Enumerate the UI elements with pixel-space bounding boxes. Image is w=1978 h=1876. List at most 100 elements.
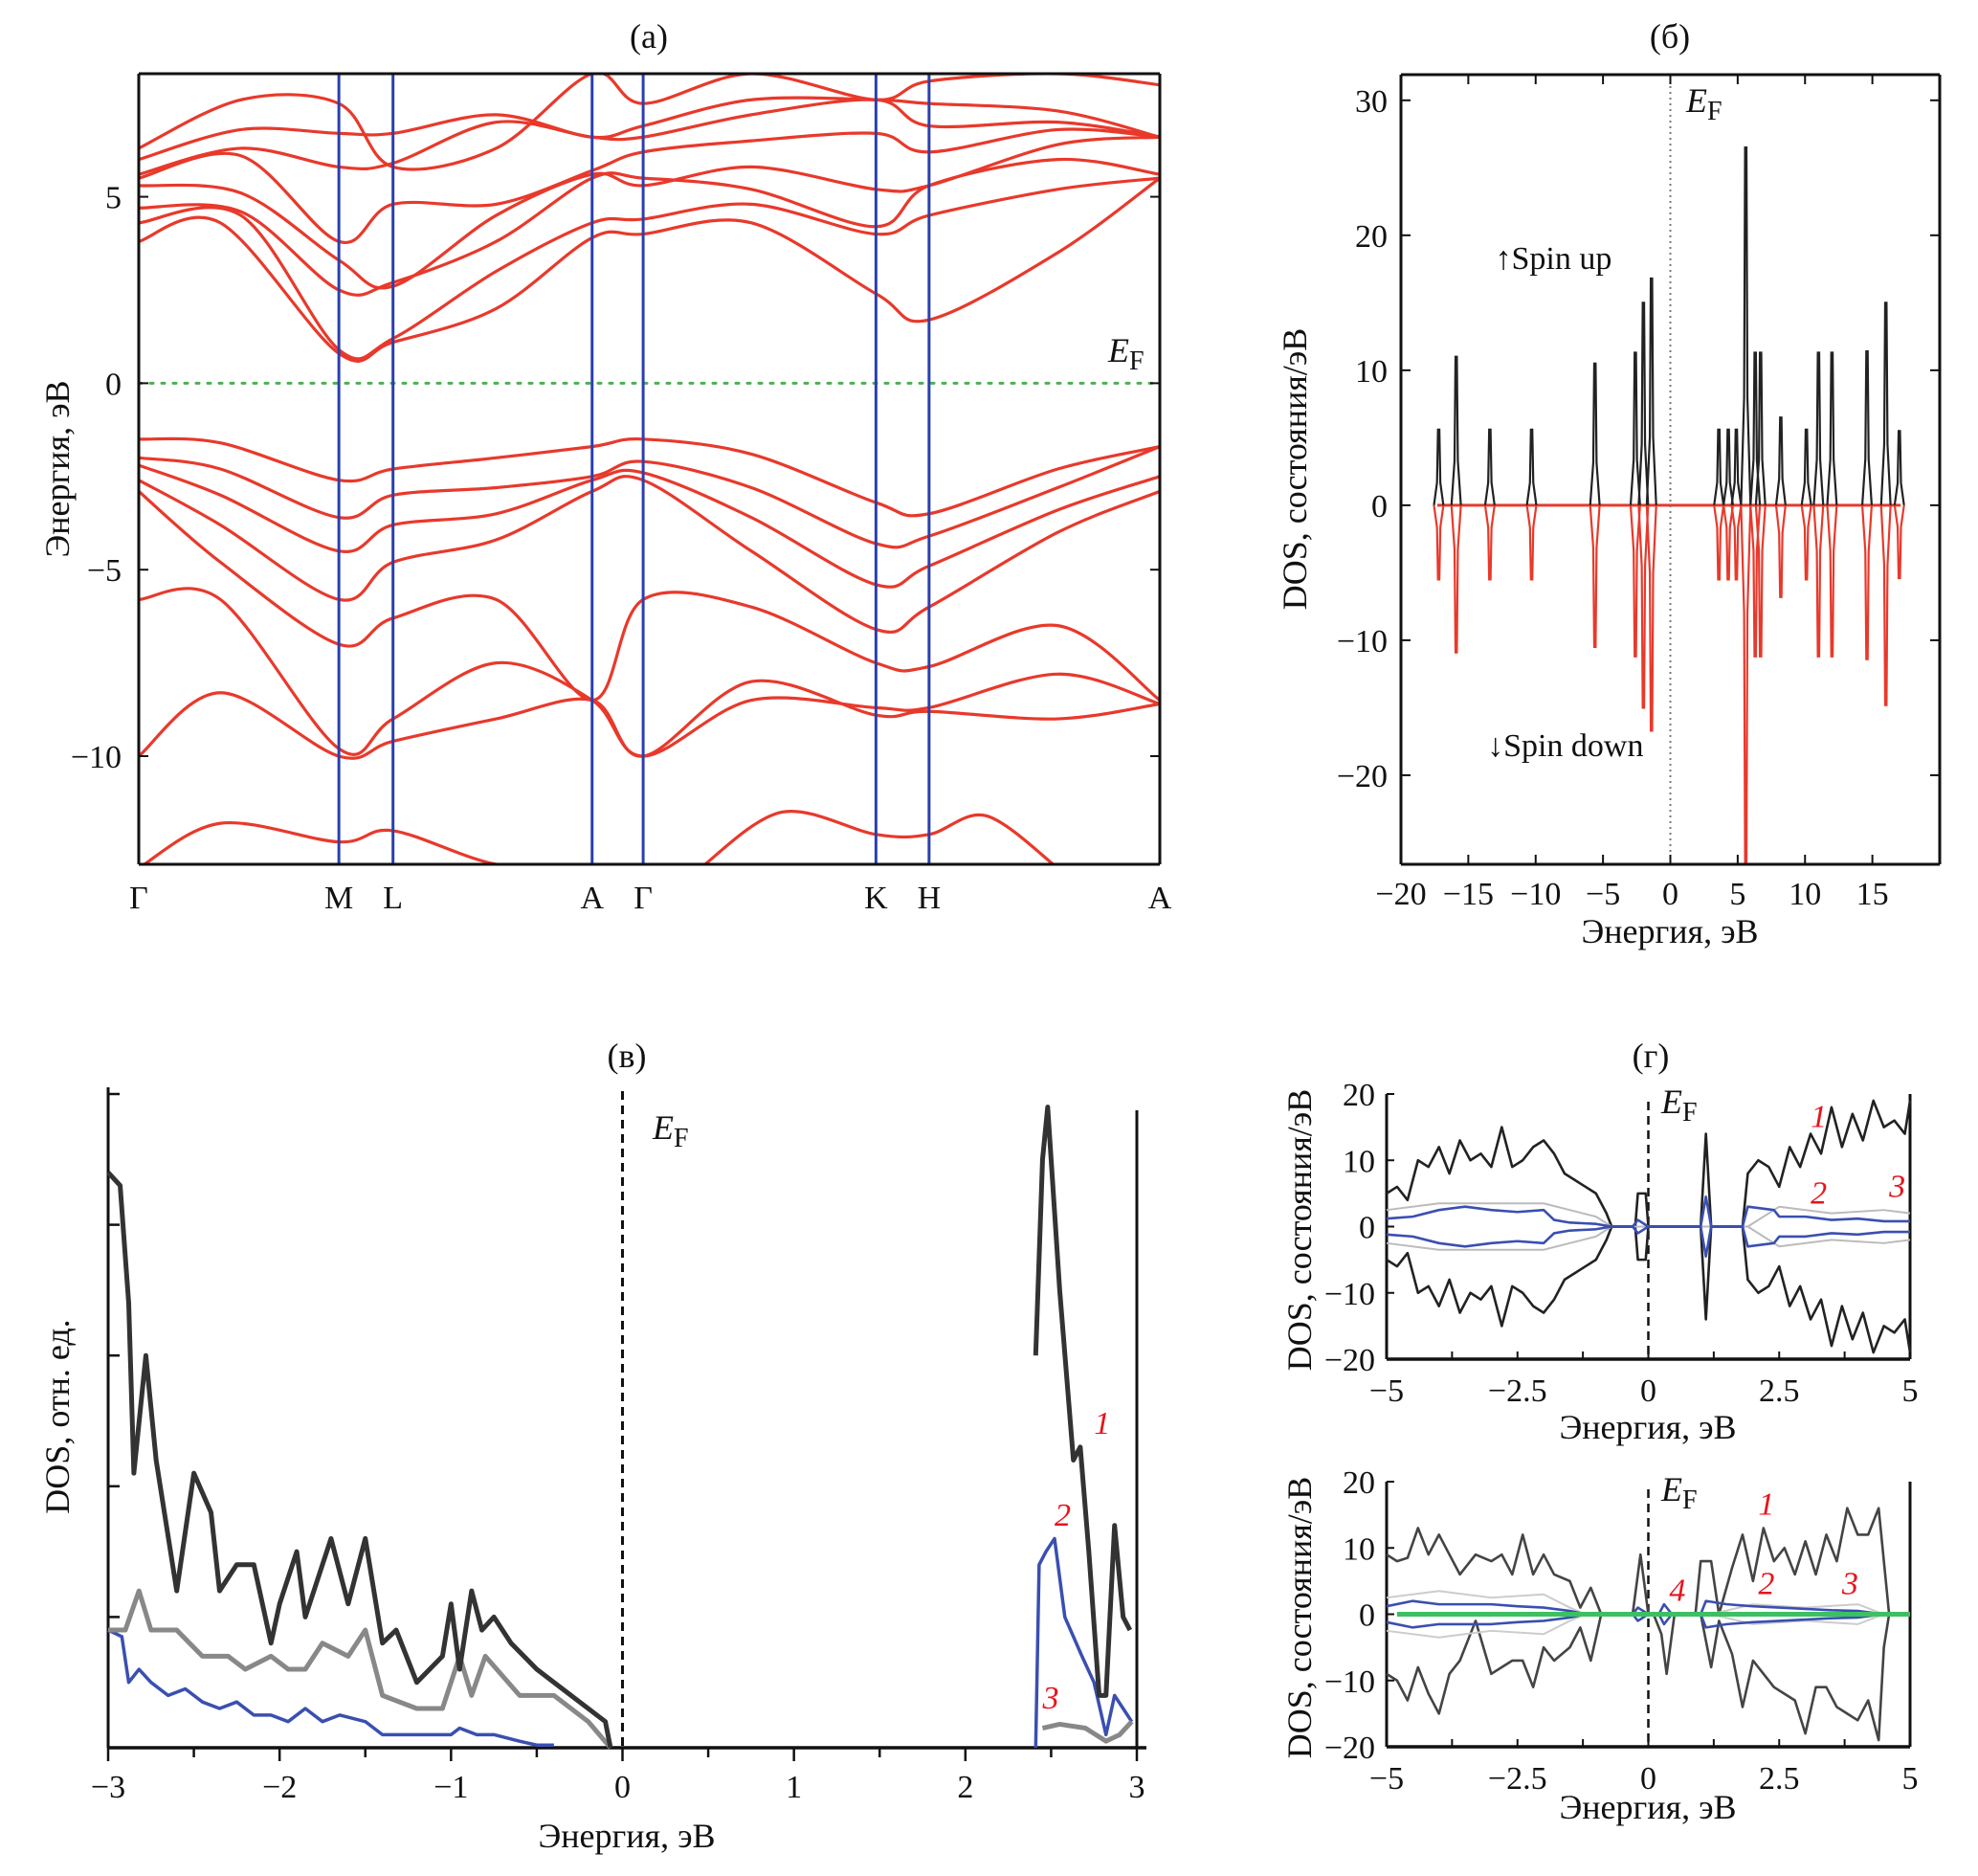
spin-down-peak [1525,504,1538,581]
spin-down-peak [1637,504,1650,709]
spin-down-peak [1730,504,1743,581]
band-2 [139,157,1160,297]
band-13 [139,587,1160,758]
spin-up-peak [1645,277,1657,505]
band-12 [139,490,1160,703]
spin-down-peak [1893,504,1905,580]
xtick-label-c: −3 [91,1770,125,1805]
spin-up-peak [1749,351,1762,505]
band-4 [139,127,1160,245]
spin-down-peak [1860,504,1874,660]
spin-down-peak [1483,504,1496,581]
xtick-label-c: −2 [262,1770,297,1805]
bands-group [139,74,1160,864]
spin-up-peak [1860,350,1874,505]
panel-b-title: (б) [1650,17,1690,56]
spin-up-peak [1879,302,1892,505]
spin-up-peak [1713,428,1725,506]
band-10 [139,463,1160,589]
ytick-label-b: −10 [1337,624,1388,659]
spin-up-peak [1450,355,1462,505]
spin-up-annotation: ↑Spin up [1496,241,1612,277]
kpoint-label-H: H [918,881,942,916]
panel-b-fermi-label: EF [1685,81,1722,126]
band-0 [139,176,1160,363]
ytick-label: −20 [1324,1343,1375,1378]
spin-down-peak [1749,504,1762,658]
dos-curve-3 [1386,1202,1911,1228]
band-14 [139,679,1160,760]
panel-c-ylabel: DOS, отн. ед. [38,1319,77,1513]
spin-down-annotation: ↓Spin down [1487,728,1643,764]
band-5 [139,98,1160,176]
spin-up-peak [1826,351,1838,505]
ytick-label: −10 [1324,1277,1375,1312]
xtick-label: 0 [1640,1374,1656,1409]
pdos-curve-2-segment-1 [1041,1719,1134,1744]
panel-a-ylabel: Энергия, эВ [38,380,77,557]
band-16 [702,809,1056,864]
dos-curve-2-spin-down [1386,1225,1910,1258]
panel-a-fermi-label: EF [1107,331,1145,376]
curve-label-3: 3 [1041,1681,1058,1716]
curve-label-2: 2 [1758,1567,1774,1602]
panel-d-top-xlabel: Энергия, эВ [1559,1408,1736,1446]
pdos-curve-1-segment-1 [1033,1105,1133,1698]
spin-down-peak [1629,504,1641,658]
xtick-label: 5 [1902,1761,1919,1797]
ytick-label: −10 [1324,1664,1375,1700]
xtick-label-c: 3 [1129,1770,1145,1805]
ytick-label-a: −5 [87,553,122,589]
xtick-label-c: 0 [614,1770,631,1805]
band-3 [139,135,1160,290]
panel-c-title: (в) [608,1037,647,1075]
ytick-label: 10 [1343,1144,1375,1179]
panel-b-plot-area: −20 −15 −10 −5 0 5 10 15 30 20 10 0 −10 −20 [1337,73,1942,912]
ytick-label: 10 [1343,1531,1375,1567]
panel-c-fermi-label: EF [652,1108,689,1153]
xtick-label-b: −15 [1443,877,1494,912]
kpoint-label-K: K [864,881,888,916]
dos-curve-1-spin-down [1386,1225,1912,1354]
dos-curve-3-spin-down [1386,1225,1911,1251]
xtick-label: 2.5 [1759,1374,1800,1409]
kpoint-label-M: M [324,881,353,916]
panel-a-title: (а) [630,17,668,56]
spin-up-peak [1740,146,1752,505]
spin-up-peak [1629,351,1641,505]
panel-b-spin-dos: (б) DOS, состояния/эВ Энергия, эВ −20 −15… [1276,17,1942,950]
panel-d-top-ylabel: DOS, состояния/эВ [1280,1089,1319,1372]
spin-up-peak [1637,302,1650,505]
spin-down-peak [1826,504,1838,658]
xtick-label-b: 0 [1662,877,1678,912]
band-7 [139,74,1160,171]
spin-down-peak [1754,504,1767,658]
ytick-label: 20 [1343,1078,1375,1113]
xtick-label-c: −1 [433,1770,468,1805]
kpoint-label-L: L [383,881,403,916]
panel-d-top-fermi-label: EF [1660,1083,1698,1128]
ytick-label-b: 10 [1355,354,1388,390]
xtick-label: −5 [1369,1761,1404,1797]
xtick-label: 2.5 [1759,1761,1800,1797]
panel-a-plot-area: Γ M L A Γ K H A50−5−10 [71,72,1172,916]
band-8 [139,436,1160,518]
ytick-label-b: 30 [1355,84,1388,120]
xtick-label-b: −20 [1375,877,1426,912]
panel-c-xlabel: Энергия, эВ [538,1817,715,1855]
ytick-label-b: 20 [1355,219,1388,255]
ytick-label-a: −10 [71,740,122,775]
spin-down-peak [1450,504,1462,654]
pdos-curve-3-segment-0 [107,1628,554,1748]
ytick-label: 20 [1343,1465,1375,1501]
spin-down-peak [1812,504,1825,658]
kpoint-label-Γ: Γ [633,881,653,916]
kpoint-label-Γ: Γ [129,881,148,916]
spin-up-peak [1525,428,1538,506]
spin-up-peak [1754,351,1767,505]
xtick-label-b: 15 [1856,877,1889,912]
curve-label-1: 1 [1758,1487,1774,1523]
panel-b-ylabel: DOS, состояния/эВ [1276,328,1314,611]
xtick-label-b: 5 [1729,877,1745,912]
panel-d-title: (г) [1633,1037,1670,1075]
